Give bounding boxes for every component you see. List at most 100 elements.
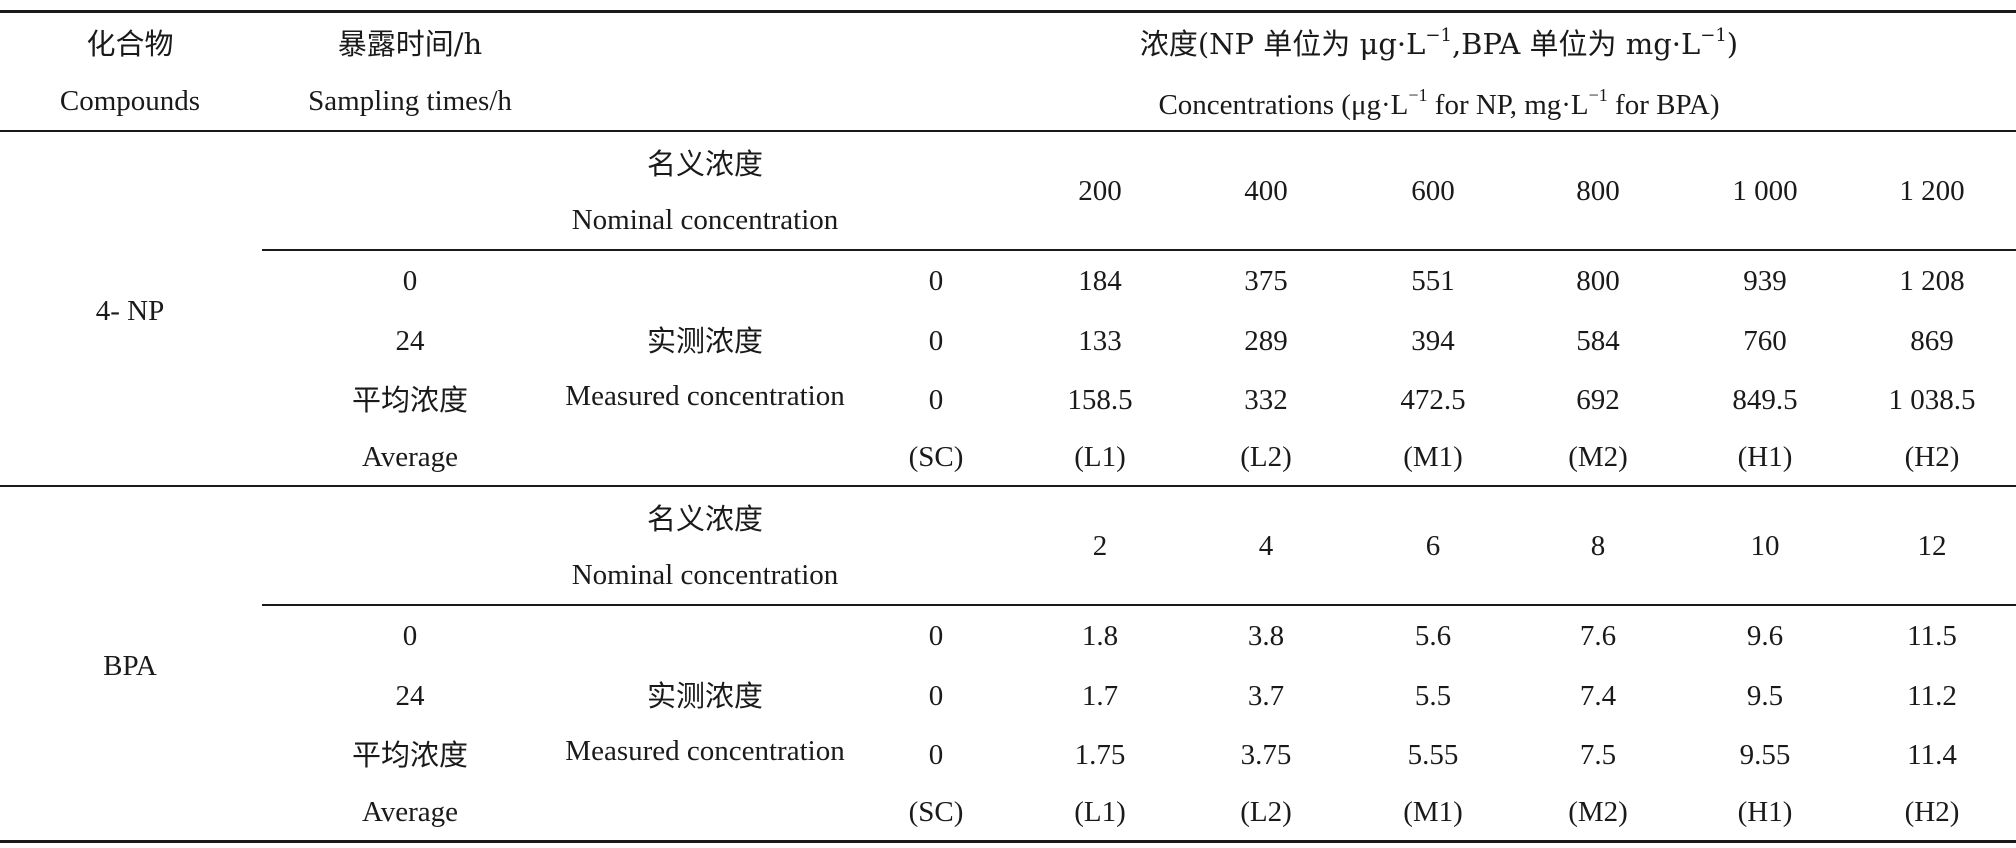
bpa-nominal-label-cn: 名义浓度 [646,502,764,536]
np-measured-cell: 760 [1743,325,1787,357]
np-measured-cell: 551 [1411,265,1455,297]
bpa-measured-cell: 11.2 [1907,680,1957,712]
np-measured-cell: 394 [1411,325,1455,357]
header-conc-en-part-c: for BPA) [1607,89,1720,121]
header-conc-en-sup-1: −1 [1408,85,1428,105]
bpa-nominal-label-en: Nominal concentration [571,559,839,591]
np-measured-cell: (M2) [1568,441,1628,473]
header-conc-cn-part-b: ,BPA 单位为 mg·L [1451,27,1701,61]
bpa-nominal-value: 6 [1425,530,1441,562]
np-nominal-value: 200 [1078,175,1122,207]
bpa-measured-cell: 11.4 [1907,739,1957,771]
bpa-measured-cell: 9.55 [1739,739,1791,771]
bpa-measured-cell: (L1) [1074,796,1126,828]
bpa-compound-label: BPA [103,650,157,682]
np-measured-cell: 1 208 [1899,265,1965,297]
bpa-measured-cell: 3.75 [1240,739,1292,771]
header-conc-cn-part-a: 浓度(NP 单位为 μg·L [1139,27,1426,61]
bpa-measured-cell: (M2) [1568,796,1628,828]
bpa-nominal-value: 4 [1258,530,1274,562]
bpa-measured-cell: 9.6 [1746,620,1784,652]
np-time-label: 24 [395,325,425,357]
bpa-measured-cell: 1.7 [1081,680,1119,712]
np-time-label: 平均浓度 [351,383,469,417]
np-measured-cell: 472.5 [1400,384,1466,416]
bpa-measured-cell: 11.5 [1907,620,1957,652]
bpa-measured-cell: 3.7 [1247,680,1285,712]
np-measured-cell: (H1) [1737,441,1793,473]
header-conc-en-part-a: Concentrations (μg·L [1158,89,1409,121]
np-nominal-value: 400 [1244,175,1288,207]
np-measured-cell: 0 [928,384,944,416]
np-measured-cell: 0 [928,265,944,297]
bpa-measured-cell: 3.8 [1247,620,1285,652]
bpa-measured-cell: 1.75 [1074,739,1126,771]
bpa-measured-cell: (L2) [1240,796,1292,828]
header-times-cn: 暴露时间/h [337,27,483,61]
np-time-label: Average [361,441,459,473]
np-measured-cell: 1 038.5 [1888,384,1976,416]
np-measured-label-cn: 实测浓度 [646,324,764,358]
bpa-nominal-value: 10 [1750,530,1780,562]
np-time-label: 0 [402,265,418,297]
bpa-measured-cell: (H1) [1737,796,1793,828]
bpa-measured-cell: 5.55 [1407,739,1459,771]
bpa-measured-cell: 5.6 [1414,620,1452,652]
bpa-measured-cell: (SC) [908,796,964,828]
header-conc-en-part-b: for NP, mg·L [1427,89,1589,121]
bpa-measured-cell: 0 [928,620,944,652]
np-compound-label: 4- NP [95,295,165,327]
np-measured-cell: (H2) [1904,441,1960,473]
header-conc-cn-sup-1: −1 [1425,25,1452,46]
bpa-nominal-value: 12 [1917,530,1947,562]
bpa-measured-cell: (H2) [1904,796,1960,828]
np-measured-cell: 332 [1244,384,1288,416]
np-measured-cell: 800 [1576,265,1620,297]
bpa-measured-cell: 1.8 [1081,620,1119,652]
header-conc-cn-sup-2: −1 [1700,25,1727,46]
np-measured-cell: 133 [1078,325,1122,357]
header-rule [0,130,2016,132]
bpa-nominal-rule [262,604,2016,606]
bpa-measured-cell: (M1) [1403,796,1463,828]
np-nominal-label-cn: 名义浓度 [646,147,764,181]
np-nominal-value: 800 [1576,175,1620,207]
np-nominal-label-en: Nominal concentration [571,204,839,236]
bpa-time-label: Average [361,796,459,828]
np-measured-cell: 375 [1244,265,1288,297]
np-measured-label-en: Measured concentration [565,380,845,412]
bpa-measured-label-cn: 实测浓度 [646,679,764,713]
header-conc-cn-part-c: ) [1726,27,1739,61]
bpa-nominal-value: 2 [1092,530,1108,562]
header-times-en: Sampling times/h [308,85,512,117]
np-measured-cell: (SC) [908,441,964,473]
np-measured-cell: (L2) [1240,441,1292,473]
np-measured-cell: 584 [1576,325,1620,357]
bpa-measured-cell: 5.5 [1414,680,1452,712]
bpa-time-label: 24 [395,680,425,712]
header-compounds-cn: 化合物 [86,27,174,61]
np-measured-cell: 184 [1078,265,1122,297]
header-concentration-en: Concentrations (μg·L−1 for NP, mg·L−1 fo… [1158,85,1720,122]
header-concentration-cn: 浓度(NP 单位为 μg·L−1,BPA 单位为 mg·L−1) [1139,25,1739,62]
header-conc-en-sup-2: −1 [1588,85,1608,105]
section-rule [0,485,2016,487]
bpa-measured-label-en: Measured concentration [565,735,845,767]
bpa-measured-cell: 9.5 [1746,680,1784,712]
np-measured-cell: 939 [1743,265,1787,297]
np-measured-cell: 692 [1576,384,1620,416]
np-nominal-rule [262,249,2016,251]
bpa-time-label: 平均浓度 [351,738,469,772]
bpa-measured-cell: 0 [928,739,944,771]
np-measured-cell: (L1) [1074,441,1126,473]
np-measured-cell: 849.5 [1732,384,1798,416]
np-measured-cell: 869 [1910,325,1954,357]
np-nominal-value: 600 [1411,175,1455,207]
bpa-measured-cell: 7.5 [1579,739,1617,771]
np-measured-cell: 289 [1244,325,1288,357]
bpa-measured-cell: 0 [928,680,944,712]
top-rule [0,10,2016,13]
np-measured-cell: 158.5 [1067,384,1133,416]
np-measured-cell: 0 [928,325,944,357]
